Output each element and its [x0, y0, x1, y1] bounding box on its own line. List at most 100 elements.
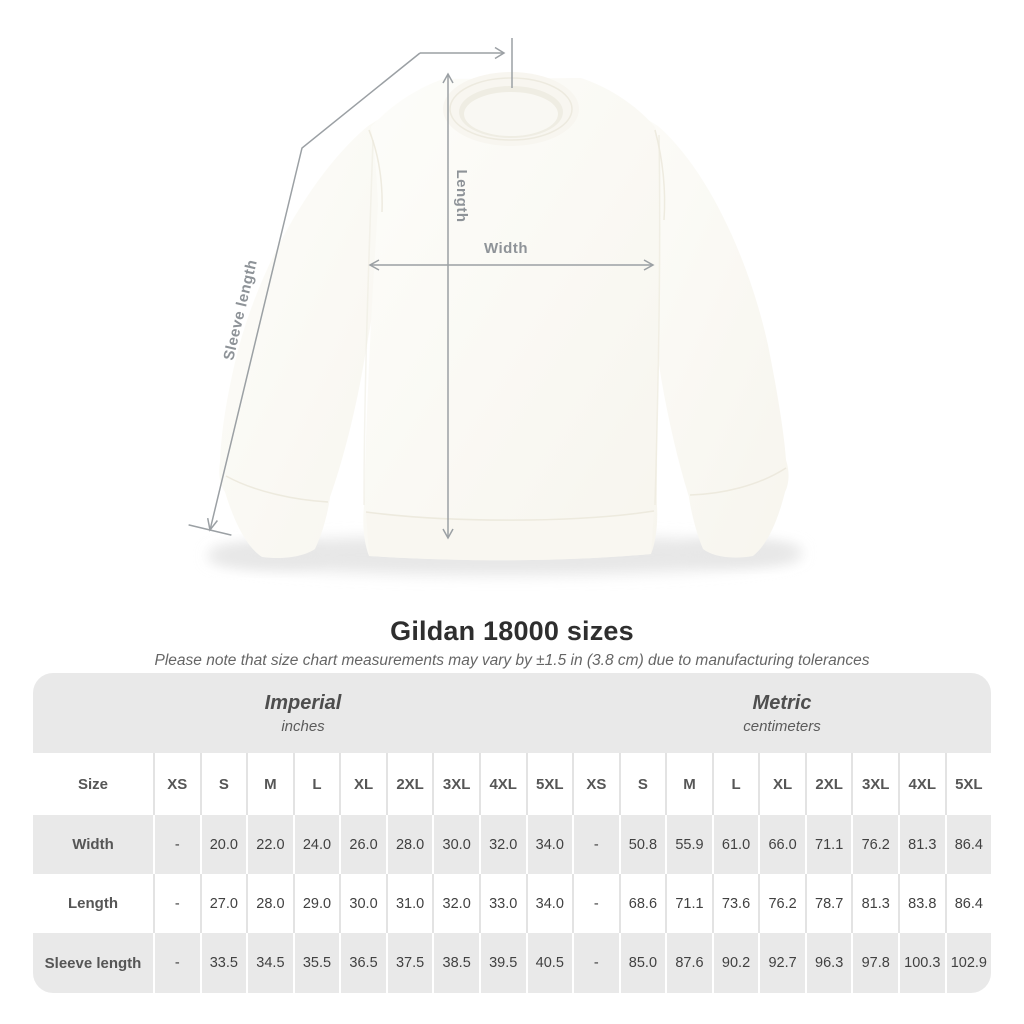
header-cell: XL: [339, 753, 386, 815]
header-cell: M: [665, 753, 712, 815]
value-cell: 85.0: [618, 933, 666, 993]
value-cell: 76.2: [758, 874, 805, 933]
width-measure-label: Width: [484, 240, 528, 257]
size-header-row: Size XS S M L XL 2XL 3XL 4XL 5XL XS S M …: [33, 753, 991, 815]
value-cell: 33.0: [478, 874, 526, 933]
value-cell: 61.0: [711, 815, 759, 874]
value-cell: 26.0: [339, 815, 386, 874]
value-cell: -: [572, 933, 619, 993]
header-cell: 3XL: [432, 753, 479, 815]
row-label: Width: [72, 836, 114, 853]
header-cell: 2XL: [385, 753, 433, 815]
metric-unit: centimeters: [743, 717, 821, 735]
value-cell: 68.6: [618, 874, 666, 933]
tolerance-note: Please note that size chart measurements…: [154, 651, 870, 669]
header-cell: 5XL: [525, 753, 573, 815]
arrow-up-icon: [442, 72, 454, 84]
length-measure-label: Length: [453, 170, 470, 223]
measurement-lines: [188, 38, 655, 540]
header-cell: L: [711, 753, 759, 815]
metric-label: Metric: [752, 691, 812, 714]
page-title: Gildan 18000 sizes: [390, 616, 634, 647]
header-cell: XS: [153, 753, 200, 815]
value-cell: 30.0: [339, 874, 386, 933]
value-cell: 76.2: [851, 815, 898, 874]
value-cell: 20.0: [199, 815, 247, 874]
value-cell: 30.0: [432, 815, 479, 874]
value-cell: 34.5: [246, 933, 293, 993]
value-cell: 40.5: [525, 933, 573, 993]
value-cell: -: [153, 874, 200, 933]
header-cell: 5XL: [944, 753, 991, 815]
unit-group-row: Imperial inches Metric centimeters: [33, 673, 991, 753]
waistband: [366, 511, 654, 561]
value-cell: 35.5: [292, 933, 340, 993]
header-cell: L: [292, 753, 340, 815]
value-cell: 86.4: [944, 815, 991, 874]
sweatshirt-illustration: Length Width Sleeve length: [188, 38, 802, 575]
value-cell: 73.6: [711, 874, 759, 933]
imperial-label: Imperial: [264, 691, 342, 714]
value-cell: 71.1: [804, 815, 852, 874]
value-cell: 97.8: [851, 933, 898, 993]
seams: [363, 129, 666, 506]
sweatshirt-diagram: Length Width Sleeve length: [188, 38, 802, 575]
value-cell: 32.0: [432, 874, 479, 933]
sleeve-end-tick: [188, 524, 232, 536]
value-cell: 92.7: [758, 933, 805, 993]
size-column-header: Size: [77, 775, 108, 793]
value-cell: 39.5: [478, 933, 526, 993]
value-cell: -: [572, 815, 619, 874]
value-cell: 36.5: [339, 933, 386, 993]
value-cell: 37.5: [385, 933, 433, 993]
value-cell: 28.0: [246, 874, 293, 933]
collar: [443, 72, 579, 146]
value-cell: -: [572, 874, 619, 933]
header-cell: S: [618, 753, 666, 815]
value-cell: 81.3: [898, 815, 945, 874]
value-cell: 24.0: [292, 815, 340, 874]
value-cell: 50.8: [618, 815, 666, 874]
value-cell: 32.0: [478, 815, 526, 874]
imperial-unit: inches: [281, 717, 325, 735]
value-cell: 100.3: [898, 933, 945, 993]
header-cell: 4XL: [478, 753, 526, 815]
value-cell: 96.3: [804, 933, 852, 993]
table-row-length: Length - 27.0 28.0 29.0 30.0 31.0 32.0 3…: [33, 874, 991, 933]
value-cell: 71.1: [665, 874, 712, 933]
header-cell: XS: [572, 753, 619, 815]
value-cell: 38.5: [432, 933, 479, 993]
value-cell: 28.0: [385, 815, 433, 874]
value-cell: 22.0: [246, 815, 293, 874]
value-cell: 83.8: [898, 874, 945, 933]
value-cell: 31.0: [385, 874, 433, 933]
value-cell: 33.5: [199, 933, 247, 993]
table-row-width: Width - 20.0 22.0 24.0 26.0 28.0 30.0 32…: [33, 815, 991, 874]
arrow-right2-icon: [643, 259, 655, 271]
header-cell: 3XL: [851, 753, 898, 815]
header-cell: 2XL: [804, 753, 852, 815]
value-cell: 29.0: [292, 874, 340, 933]
row-label: Length: [68, 895, 118, 912]
value-cell: 81.3: [851, 874, 898, 933]
arrow-left-icon: [368, 259, 380, 271]
header-cell: XL: [758, 753, 805, 815]
value-cell: 34.0: [525, 815, 573, 874]
imperial-group-header: Imperial inches: [33, 673, 573, 753]
header-cell: S: [199, 753, 247, 815]
value-cell: 34.0: [525, 874, 573, 933]
header-cell: 4XL: [898, 753, 945, 815]
cuff-seams: [225, 467, 787, 503]
value-cell: -: [153, 933, 200, 993]
arrow-down-icon: [442, 528, 454, 540]
value-cell: 27.0: [199, 874, 247, 933]
header-cell: M: [246, 753, 293, 815]
metric-group-header: Metric centimeters: [573, 673, 991, 753]
row-label: Sleeve length: [44, 954, 142, 972]
body: [363, 78, 661, 561]
value-cell: 55.9: [665, 815, 712, 874]
value-cell: 90.2: [711, 933, 759, 993]
table-row-sleeve-length: Sleeve length - 33.5 34.5 35.5 36.5 37.5…: [33, 933, 991, 993]
waistband-seam: [365, 510, 655, 521]
